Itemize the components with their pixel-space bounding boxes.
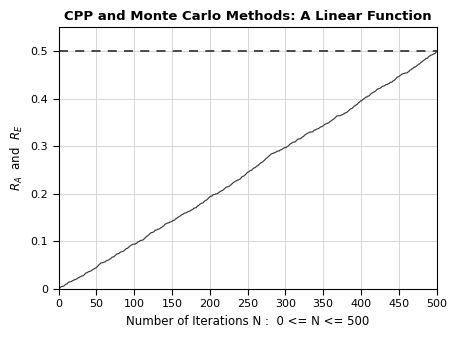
Title: CPP and Monte Carlo Methods: A Linear Function: CPP and Monte Carlo Methods: A Linear Fu… [64, 10, 431, 23]
X-axis label: Number of Iterations N :  0 <= N <= 500: Number of Iterations N : 0 <= N <= 500 [126, 315, 369, 328]
Y-axis label: $R_A$  and  $R_E$: $R_A$ and $R_E$ [9, 125, 25, 191]
